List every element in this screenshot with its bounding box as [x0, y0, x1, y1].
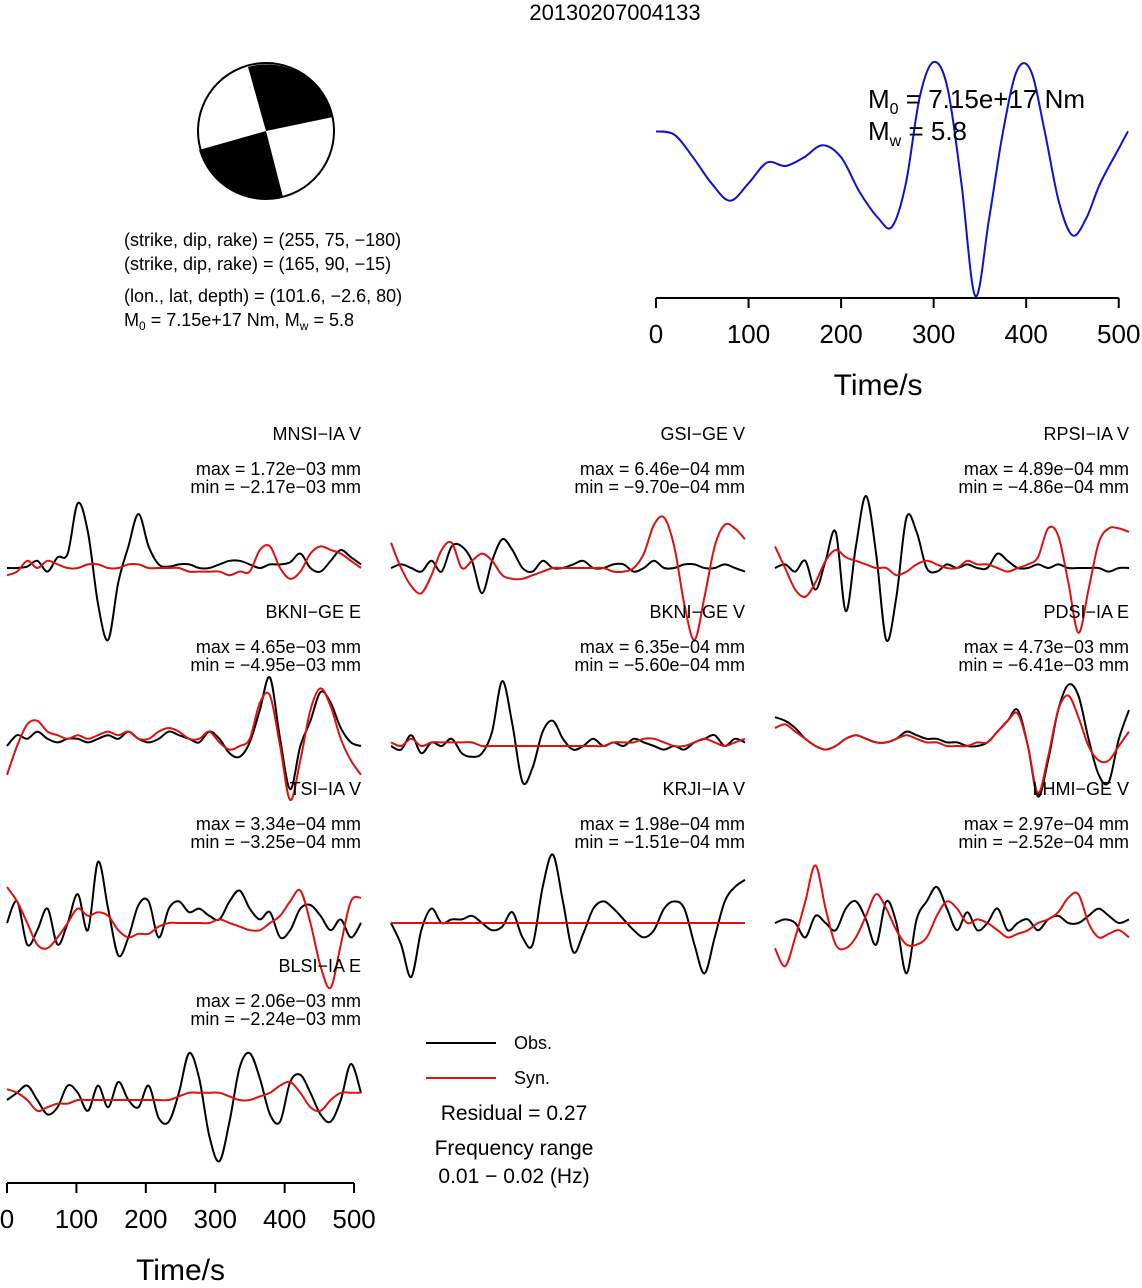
station-name: TSI−IA V	[289, 779, 361, 799]
syn-trace	[390, 515, 746, 642]
station-name: LHMI−GE V	[1032, 779, 1129, 799]
stf-m0-label: M0 = 7.15e+17 Nm	[868, 84, 1085, 118]
station-min: min = −3.25e−04 mm	[190, 832, 361, 852]
station-max: max = 2.97e−04 mm	[964, 814, 1129, 834]
figure-title: 20130207004133	[529, 0, 700, 25]
legend: Obs. Syn. Residual = 0.27 Frequency rang…	[426, 1033, 593, 1188]
station-max: max = 4.65e−03 mm	[196, 637, 361, 657]
stf-tick-label: 500	[1097, 319, 1140, 349]
plane-1-text: (strike, dip, rake) = (255, 75, −180)	[124, 230, 401, 250]
legend-obs-label: Obs.	[514, 1033, 552, 1053]
syn-trace	[6, 544, 362, 580]
obs-trace	[390, 853, 746, 979]
freq-title: Frequency range	[435, 1137, 594, 1160]
syn-trace	[390, 737, 746, 748]
station-max: max = 1.98e−04 mm	[580, 814, 745, 834]
freq-value: 0.01 − 0.02 (Hz)	[438, 1165, 589, 1188]
station-min: min = −1.51e−04 mm	[574, 832, 745, 852]
station-min: min = −2.24e−03 mm	[190, 1009, 361, 1029]
bottom-tick-label: 500	[332, 1204, 375, 1234]
location-text: (lon., lat, depth) = (101.6, −2.6, 80)	[124, 286, 402, 306]
obs-trace	[6, 676, 362, 791]
obs-trace	[390, 537, 746, 595]
bottom-tick-label: 100	[55, 1204, 98, 1234]
obs-trace	[6, 860, 362, 958]
stf-tick-label: 400	[1005, 319, 1048, 349]
station-min: min = −9.70e−04 mm	[574, 477, 745, 497]
station-max: max = 6.35e−04 mm	[580, 637, 745, 657]
stf-tick-label: 300	[912, 319, 955, 349]
station-max: max = 4.73e−03 mm	[964, 637, 1129, 657]
plane-2-text: (strike, dip, rake) = (165, 90, −15)	[124, 254, 391, 274]
obs-trace	[6, 1051, 362, 1163]
station-name: BKNI−GE E	[265, 602, 361, 622]
residual-text: Residual = 0.27	[441, 1102, 588, 1125]
station-max: max = 3.34e−04 mm	[196, 814, 361, 834]
station-max: max = 2.06e−03 mm	[196, 991, 361, 1011]
syn-trace	[6, 1080, 361, 1113]
station-name: BLSI−IA E	[278, 956, 361, 976]
syn-trace	[6, 687, 362, 802]
bottom-tick-label: 0	[0, 1204, 14, 1234]
syn-trace	[774, 864, 1130, 968]
stf-mw-label: Mw = 5.8	[868, 116, 967, 150]
station-max: max = 4.89e−04 mm	[964, 459, 1129, 479]
stf-xlabel: Time/s	[834, 369, 923, 402]
moment-text: M0 = 7.15e+17 Nm, Mw = 5.8	[124, 310, 354, 333]
syn-trace	[6, 886, 362, 990]
syn-trace	[774, 525, 1130, 634]
stf-tick-label: 200	[819, 319, 862, 349]
station-name: PDSI−IA E	[1043, 602, 1129, 622]
station-name: GSI−GE V	[660, 424, 745, 444]
station-max: max = 1.72e−03 mm	[196, 459, 361, 479]
station-min: min = −2.17e−03 mm	[190, 477, 361, 497]
obs-trace	[774, 494, 1130, 643]
waveform-time-axis: 0 100 200 300 400 500 Time/s	[0, 1182, 376, 1287]
station-min: min = −6.41e−03 mm	[958, 655, 1129, 675]
station-min: min = −4.95e−03 mm	[190, 655, 361, 675]
syn-trace	[774, 694, 1130, 794]
station-min: min = −2.52e−04 mm	[958, 832, 1129, 852]
station-name: MNSI−IA V	[272, 424, 361, 444]
stf-curve	[655, 60, 1129, 298]
obs-trace	[6, 501, 362, 642]
station-name: BKNI−GE V	[649, 602, 745, 622]
bottom-tick-label: 200	[124, 1204, 167, 1234]
stf-tick-label: 100	[727, 319, 770, 349]
stf-tick-label: 0	[649, 319, 663, 349]
station-name: KRJI−IA V	[662, 779, 745, 799]
bottom-tick-label: 400	[263, 1204, 306, 1234]
legend-syn-label: Syn.	[514, 1068, 550, 1088]
obs-trace	[390, 680, 746, 785]
station-max: max = 6.46e−04 mm	[580, 459, 745, 479]
station-min: min = −4.86e−04 mm	[958, 477, 1129, 497]
beachball	[197, 62, 335, 200]
bottom-xlabel: Time/s	[136, 1254, 225, 1283]
station-name: RPSI−IA V	[1043, 424, 1129, 444]
station-min: min = −5.60e−04 mm	[574, 655, 745, 675]
bottom-tick-label: 300	[194, 1204, 237, 1234]
stf-plot: 0 100 200 300 400 500 Time/s	[649, 60, 1140, 402]
obs-trace	[774, 885, 1130, 975]
